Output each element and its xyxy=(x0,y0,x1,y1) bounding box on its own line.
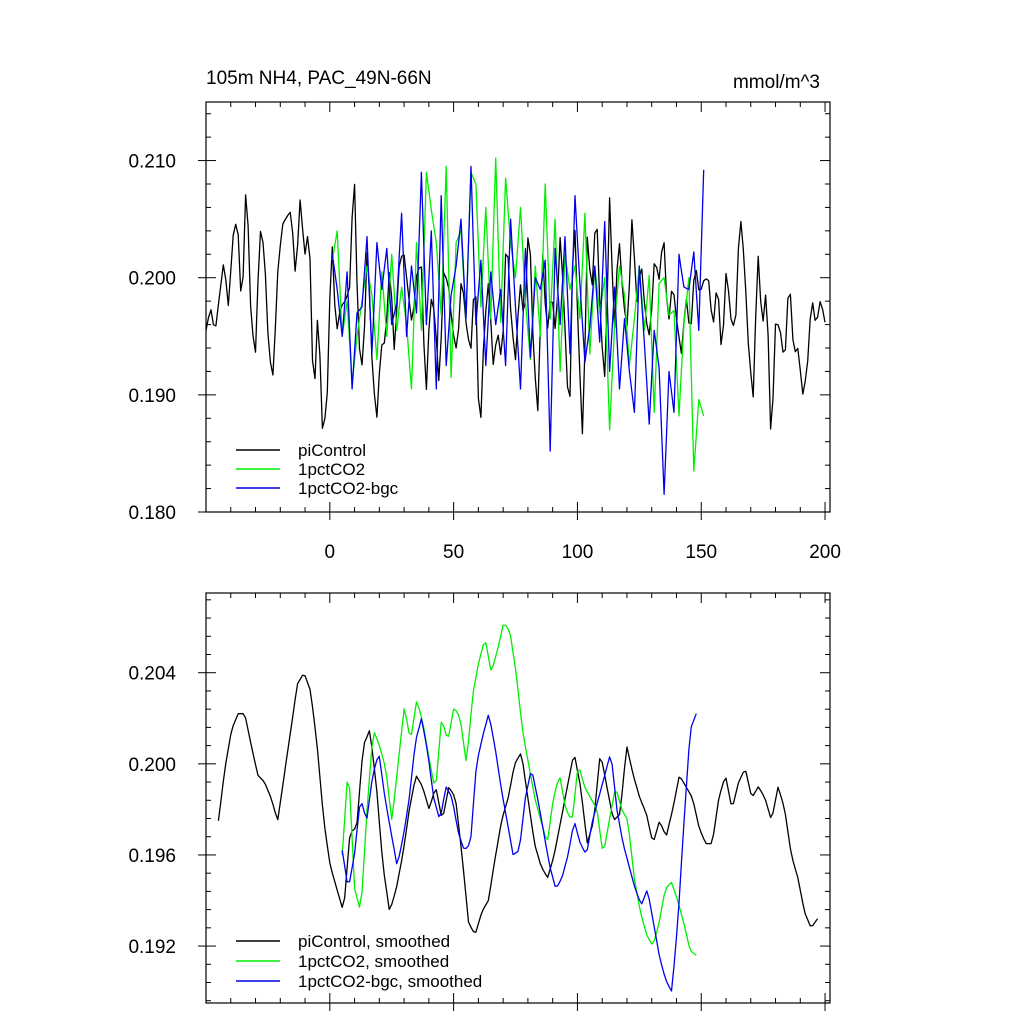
legend-label: piControl, smoothed xyxy=(298,932,450,951)
top-panel: 0 50 100 150 200 0.180 0.190 0.200 0.210 105m NH4… xyxy=(128,68,840,563)
y-tick-label: 0.204 xyxy=(128,664,176,685)
y-tick-label: 0.196 xyxy=(128,846,176,867)
chart-units: mmol/m^3 xyxy=(733,72,820,93)
legend-label: 1pctCO2-bgc xyxy=(298,479,399,498)
x-tick-label: 0 xyxy=(325,542,336,563)
y-tick-label: 0.200 xyxy=(128,269,176,290)
x-tick-label: 150 xyxy=(685,542,717,563)
legend-label: 1pctCO2, smoothed xyxy=(298,952,449,971)
series-line-1pctco2-bgc-smoothed xyxy=(341,713,697,992)
legend-label: piControl xyxy=(298,441,366,460)
plot-frame xyxy=(205,101,831,513)
series-line-picontrol xyxy=(205,183,826,435)
series-line-1pctco2-bgc xyxy=(331,165,705,496)
y-tick-label: 0.200 xyxy=(128,755,176,776)
y-tick-label: 0.190 xyxy=(128,386,176,407)
x-tick-label: 50 xyxy=(443,542,464,563)
series-line-picontrol-smoothed xyxy=(217,674,819,933)
legend-label: 1pctCO2 xyxy=(298,460,365,479)
y-tick-label: 0.192 xyxy=(128,937,176,958)
x-tick-label: 200 xyxy=(809,542,841,563)
plot-frame xyxy=(205,592,831,1004)
y-tick-label: 0.180 xyxy=(128,503,176,524)
chart-title: 105m NH4, PAC_49N-66N xyxy=(206,68,432,89)
x-tick-label: 100 xyxy=(562,542,594,563)
legend-label: 1pctCO2-bgc, smoothed xyxy=(298,972,482,991)
y-tick-label: 0.210 xyxy=(128,152,176,173)
series-line-1pctco2-smoothed xyxy=(341,624,697,956)
